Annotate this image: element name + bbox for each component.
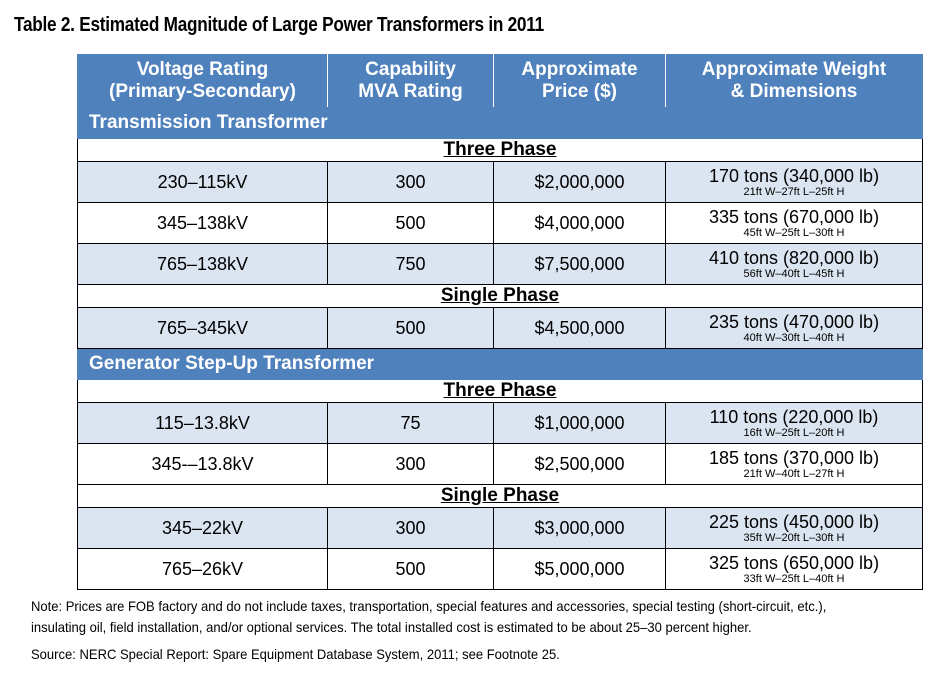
weight-cell: 185 tons (370,000 lb) 21ft W–40ft L–27ft … xyxy=(665,443,923,485)
mva-cell: 750 xyxy=(327,243,494,285)
voltage-cell: 765–345kV xyxy=(77,307,328,349)
table-row: 345–22kV 300 $3,000,000 225 tons (450,000 l… xyxy=(77,507,923,549)
table-row: 230–115kV 300 $2,000,000 170 tons (340,000 … xyxy=(77,161,923,203)
table-body: Transmission Transformer Three Phase 230–1… xyxy=(77,107,923,590)
header-line: Voltage Rating xyxy=(136,59,269,80)
header-line: Approximate xyxy=(521,59,638,80)
weight-cell: 170 tons (340,000 lb) 21ft W–27ft L–25ft … xyxy=(665,161,923,203)
header-line: & Dimensions xyxy=(730,81,858,102)
phase-row: Single Phase xyxy=(77,284,923,308)
table-note: Note: Prices are FOB factory and do not … xyxy=(31,598,827,635)
dimensions-value: 21ft W–27ft L–25ft H xyxy=(743,186,845,198)
section-title: Transmission Transformer xyxy=(77,107,923,139)
price-cell: $5,000,000 xyxy=(493,548,666,590)
mva-cell: 500 xyxy=(327,202,494,244)
phase-label: Three Phase xyxy=(77,379,923,403)
price-cell: $4,500,000 xyxy=(493,307,666,349)
table-header: Voltage Rating (Primary-Secondary) Capab… xyxy=(77,54,923,108)
table-row: 345-–13.8kV 300 $2,500,000 185 tons (370,00… xyxy=(77,443,923,485)
dimensions-value: 40ft W–30ft L–40ft H xyxy=(743,332,845,344)
phase-label: Single Phase xyxy=(77,484,923,508)
table-row: 115–13.8kV 75 $1,000,000 110 tons (220,000 … xyxy=(77,402,923,444)
table-row: 765–345kV 500 $4,500,000 235 tons (470,000 … xyxy=(77,307,923,349)
mva-cell: 500 xyxy=(327,548,494,590)
table-row: 765–26kV 500 $5,000,000 325 tons (650,000 l… xyxy=(77,548,923,590)
voltage-cell: 345–138kV xyxy=(77,202,328,244)
phase-row: Three Phase xyxy=(77,138,923,162)
weight-cell: 335 tons (670,000 lb) 45ft W–25ft L–30ft … xyxy=(665,202,923,244)
column-header-price: Approximate Price ($) xyxy=(493,54,666,108)
dimensions-value: 35ft W–20ft L–30ft H xyxy=(743,532,845,544)
column-header-voltage: Voltage Rating (Primary-Secondary) xyxy=(77,54,328,108)
price-cell: $4,000,000 xyxy=(493,202,666,244)
table-row: 765–138kV 750 $7,500,000 410 tons (820,000 … xyxy=(77,243,923,285)
table-title: Table 2. Estimated Magnitude of Large Po… xyxy=(14,14,544,36)
phase-label: Three Phase xyxy=(77,138,923,162)
header-line: (Primary-Secondary) xyxy=(109,81,296,102)
section-title: Generator Step-Up Transformer xyxy=(77,348,923,380)
price-cell: $2,500,000 xyxy=(493,443,666,485)
dimensions-value: 21ft W–40ft L–27ft H xyxy=(743,468,845,480)
dimensions-value: 33ft W–25ft L–40ft H xyxy=(743,573,845,585)
weight-value: 325 tons (650,000 lb) xyxy=(708,553,880,573)
phase-row: Single Phase xyxy=(77,484,923,508)
header-line: Approximate Weight xyxy=(701,59,887,80)
weight-value: 410 tons (820,000 lb) xyxy=(708,248,880,268)
dimensions-value: 45ft W–25ft L–30ft H xyxy=(743,227,845,239)
section-row: Transmission Transformer xyxy=(77,107,923,139)
mva-cell: 300 xyxy=(327,443,494,485)
weight-value: 335 tons (670,000 lb) xyxy=(708,207,880,227)
phase-row: Three Phase xyxy=(77,379,923,403)
weight-cell: 110 tons (220,000 lb) 16ft W–25ft L–20ft … xyxy=(665,402,923,444)
weight-cell: 410 tons (820,000 lb) 56ft W–40ft L–45ft … xyxy=(665,243,923,285)
mva-cell: 500 xyxy=(327,307,494,349)
voltage-cell: 345-–13.8kV xyxy=(77,443,328,485)
transformer-table: Voltage Rating (Primary-Secondary) Capab… xyxy=(77,54,923,590)
dimensions-value: 56ft W–40ft L–45ft H xyxy=(743,268,845,280)
phase-label: Single Phase xyxy=(77,284,923,308)
table-source: Source: NERC Special Report: Spare Equip… xyxy=(31,646,560,662)
weight-value: 170 tons (340,000 lb) xyxy=(708,166,880,186)
column-header-mva: Capability MVA Rating xyxy=(327,54,494,108)
price-cell: $7,500,000 xyxy=(493,243,666,285)
weight-cell: 325 tons (650,000 lb) 33ft W–25ft L–40ft … xyxy=(665,548,923,590)
mva-cell: 75 xyxy=(327,402,494,444)
table-row: 345–138kV 500 $4,000,000 335 tons (670,000 … xyxy=(77,202,923,244)
price-cell: $2,000,000 xyxy=(493,161,666,203)
weight-cell: 225 tons (450,000 lb) 35ft W–20ft L–30ft … xyxy=(665,507,923,549)
weight-value: 185 tons (370,000 lb) xyxy=(708,448,880,468)
voltage-cell: 115–13.8kV xyxy=(77,402,328,444)
header-line: Capability xyxy=(365,59,456,80)
weight-value: 110 tons (220,000 lb) xyxy=(709,407,879,427)
weight-cell: 235 tons (470,000 lb) 40ft W–30ft L–40ft … xyxy=(665,307,923,349)
dimensions-value: 16ft W–25ft L–20ft H xyxy=(743,427,845,439)
price-cell: $1,000,000 xyxy=(493,402,666,444)
weight-value: 225 tons (450,000 lb) xyxy=(708,512,880,532)
mva-cell: 300 xyxy=(327,161,494,203)
section-row: Generator Step-Up Transformer xyxy=(77,348,923,380)
voltage-cell: 345–22kV xyxy=(77,507,328,549)
voltage-cell: 765–26kV xyxy=(77,548,328,590)
price-cell: $3,000,000 xyxy=(493,507,666,549)
weight-value: 235 tons (470,000 lb) xyxy=(708,312,880,332)
mva-cell: 300 xyxy=(327,507,494,549)
column-header-weight: Approximate Weight & Dimensions xyxy=(665,54,923,108)
voltage-cell: 230–115kV xyxy=(77,161,328,203)
voltage-cell: 765–138kV xyxy=(77,243,328,285)
header-line: Price ($) xyxy=(542,81,617,102)
header-line: MVA Rating xyxy=(358,81,463,102)
